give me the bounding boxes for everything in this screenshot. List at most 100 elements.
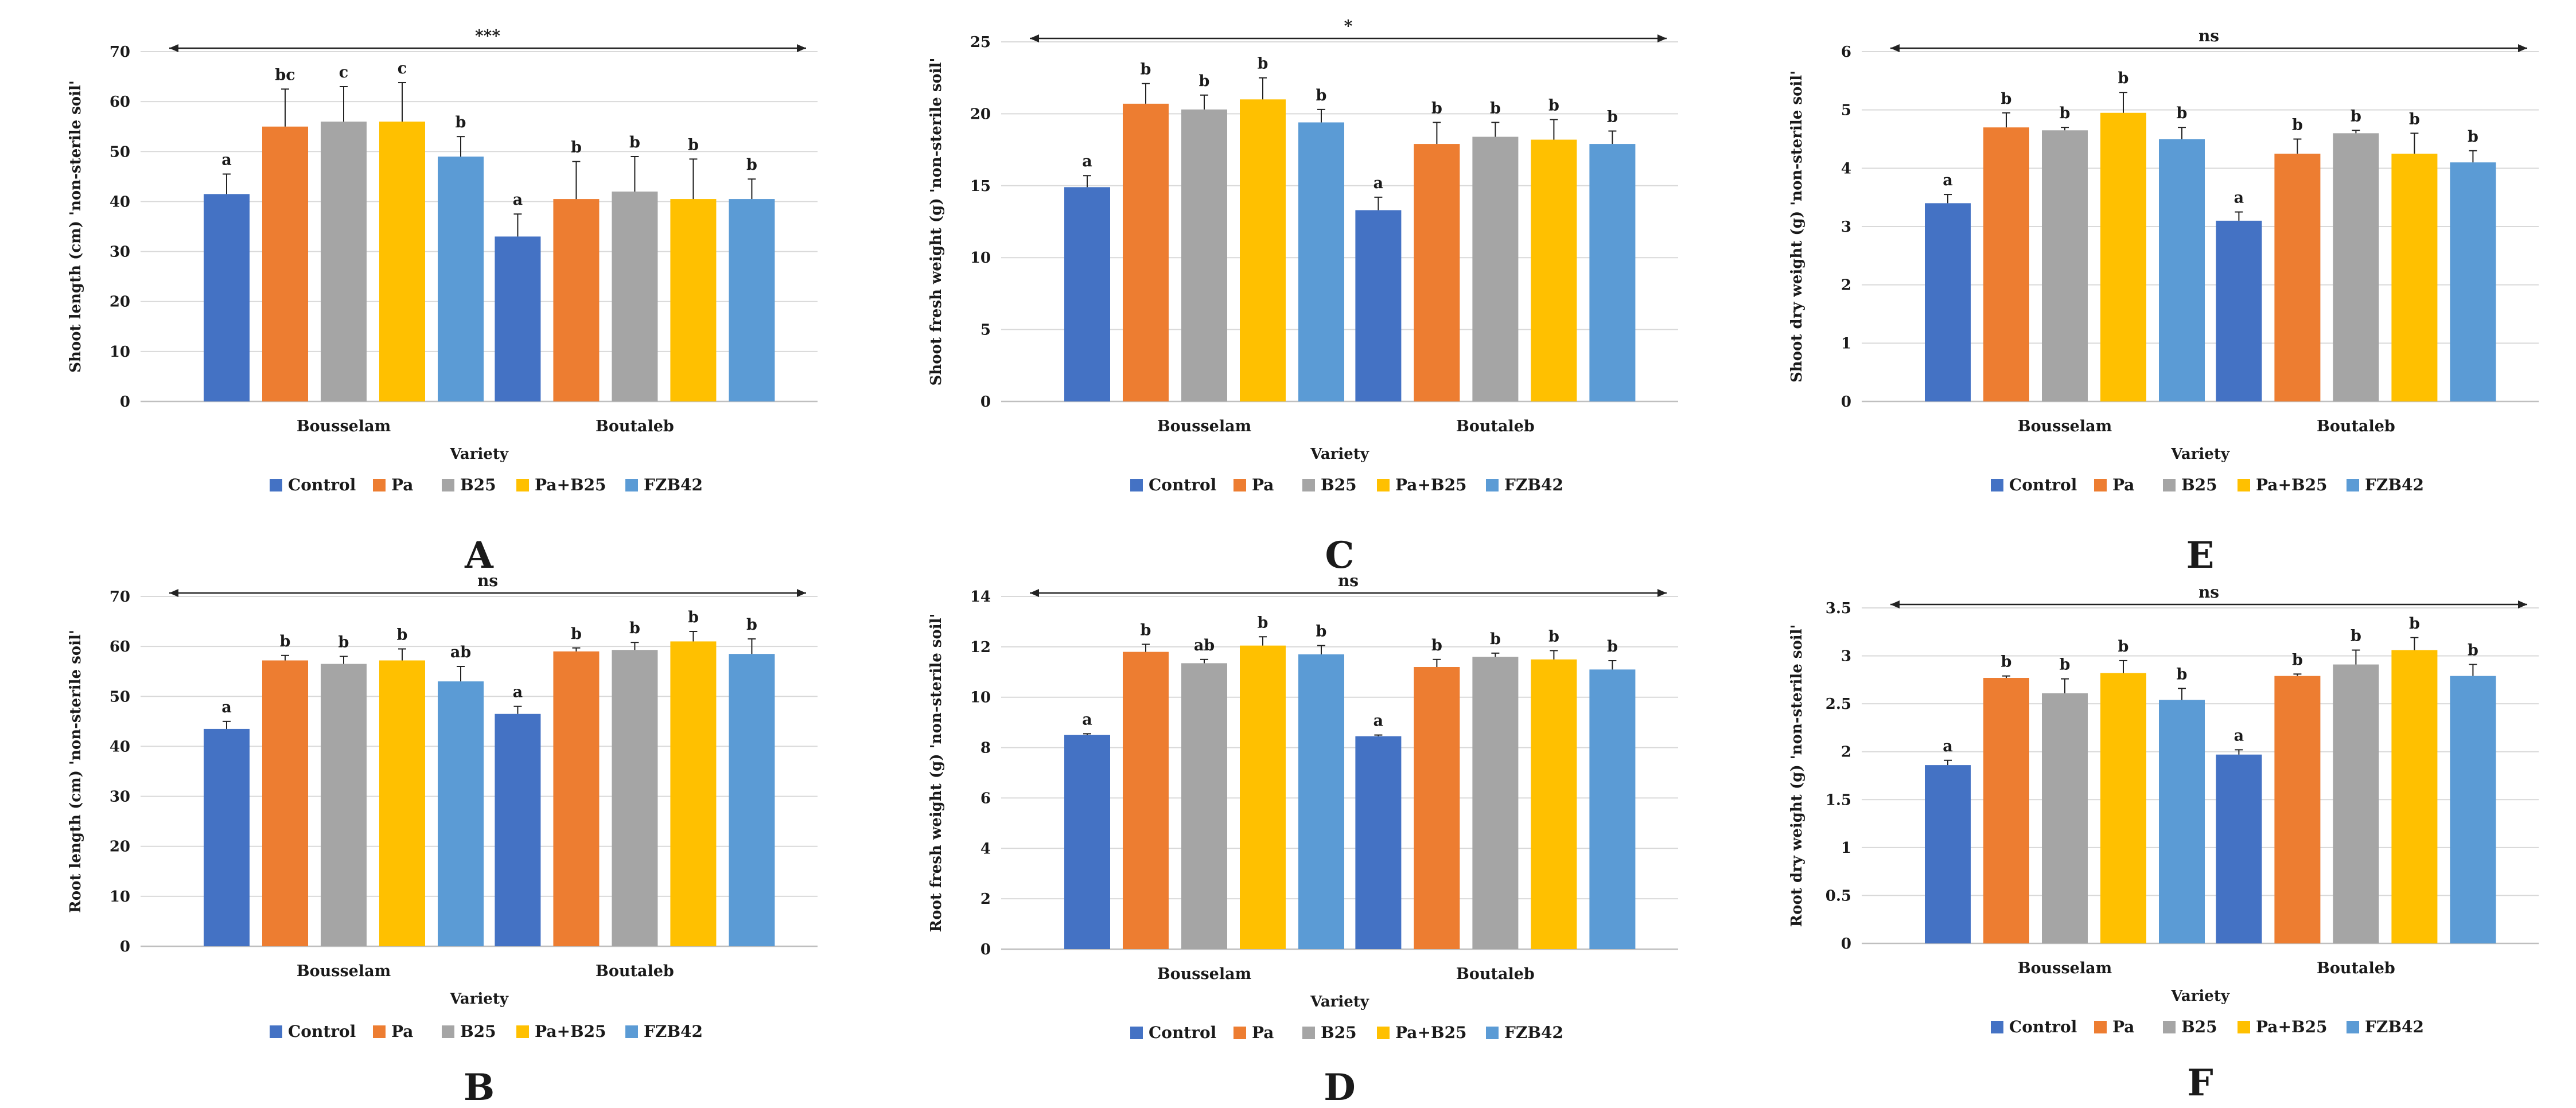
arrow-head-right [797, 589, 806, 597]
panel-label: F [2187, 1062, 2213, 1105]
legend-label: FZB42 [644, 1022, 703, 1041]
y-tick-label: 60 [110, 93, 130, 111]
legend-swatch [2238, 479, 2250, 491]
significance-label: *** [475, 26, 500, 45]
significance-letter: b [1141, 621, 1151, 639]
legend-swatch [1302, 479, 1315, 491]
significance-letter: b [2292, 116, 2303, 134]
y-tick-label: 10 [110, 344, 130, 361]
arrow-head-left [169, 44, 178, 52]
legend-label: Pa+B25 [2256, 475, 2328, 494]
y-tick-label: 10 [970, 249, 991, 267]
bar [670, 641, 717, 946]
legend-label: Control [288, 475, 356, 494]
significance-letter: b [2468, 642, 2478, 660]
legend-swatch [516, 1025, 529, 1038]
bar [262, 660, 308, 946]
y-tick-label: 50 [110, 688, 130, 705]
legend-label: Pa [1252, 1023, 1274, 1042]
significance-letter: b [2409, 615, 2420, 633]
significance-letter: b [746, 616, 757, 634]
significance-letter: a [1373, 712, 1384, 730]
significance-letter: a [1943, 171, 1953, 189]
y-tick-label: 70 [110, 44, 130, 61]
bar [2391, 650, 2438, 943]
significance-letter: b [1548, 627, 1559, 645]
y-tick-label: 5 [1841, 102, 1851, 119]
significance-letter: a [513, 191, 523, 209]
arrow-head-right [2518, 44, 2527, 52]
legend-swatch [516, 479, 529, 491]
legend-label: FZB42 [2365, 475, 2424, 494]
x-category-label: Bousselam [297, 962, 391, 980]
y-tick-label: 10 [970, 689, 991, 707]
significance-letter: b [2351, 627, 2361, 645]
bar [1123, 651, 1169, 949]
significance-letter: ab [450, 643, 471, 661]
significance-label: ns [2198, 26, 2219, 45]
bar [1589, 144, 1636, 401]
y-tick-label: 25 [970, 34, 991, 51]
bar [379, 660, 425, 946]
legend-swatch [1991, 1021, 2003, 1033]
bar [204, 728, 250, 946]
significance-letter: b [2177, 665, 2188, 683]
chart-b: 0 10 20 30 40 50 60 70 Root length (cm) 'non-ste… [67, 571, 818, 1108]
bar [1240, 645, 1286, 949]
bar [321, 664, 367, 946]
legend-swatch [2238, 1021, 2250, 1033]
y-tick-label: 12 [970, 639, 991, 656]
y-tick-label: 0 [1841, 935, 1851, 953]
y-tick-label: 1 [1841, 840, 1851, 857]
legend-swatch [2094, 1021, 2107, 1033]
legend-label: Pa [391, 1022, 413, 1041]
bar [2450, 676, 2496, 943]
legend-label: Pa+B25 [2256, 1017, 2328, 1036]
y-tick-label: 30 [110, 789, 130, 806]
legend-swatch [1377, 1027, 1390, 1039]
legend-label: Control [2009, 1017, 2077, 1036]
legend-swatch [1991, 479, 2003, 491]
panel-label: B [464, 1066, 495, 1108]
bar [2100, 112, 2146, 401]
legend-swatch [625, 1025, 638, 1038]
bar [2159, 700, 2205, 943]
bar [1983, 127, 2029, 401]
arrow-head-right [797, 44, 806, 52]
significance-letter: b [338, 634, 349, 651]
significance-letter: b [2177, 104, 2188, 122]
y-axis-title: Shoot length (cm) 'non-sterile soil' [67, 80, 84, 373]
bar [2450, 162, 2496, 401]
y-tick-label: 0 [120, 938, 130, 955]
y-tick-label: 30 [110, 244, 130, 261]
x-category-label: Bousselam [1157, 418, 1251, 435]
significance-letter: b [2292, 651, 2303, 669]
legend-swatch [1486, 1027, 1499, 1039]
x-category-label: Bousselam [2018, 959, 2112, 977]
bar [1589, 669, 1636, 949]
bar [1355, 736, 1402, 949]
arrow-head-left [1890, 600, 1900, 608]
significance-letter: b [2060, 656, 2071, 674]
y-tick-label: 40 [110, 738, 130, 755]
bar [2159, 139, 2205, 401]
legend-swatch [2163, 1021, 2176, 1033]
legend-swatch [2163, 479, 2176, 491]
bar [495, 236, 541, 401]
x-axis-title: Variety [449, 990, 509, 1008]
legend-label: Control [288, 1022, 356, 1041]
y-tick-label: 20 [110, 294, 130, 311]
x-axis-title: Variety [449, 446, 509, 463]
y-tick-label: 3 [1841, 648, 1851, 665]
significance-letter: b [746, 156, 757, 174]
significance-letter: a [1082, 711, 1092, 728]
significance-letter: b [629, 619, 640, 637]
legend-label: B25 [2181, 1017, 2217, 1036]
y-tick-label: 6 [1841, 44, 1851, 61]
legend-swatch [1302, 1027, 1315, 1039]
significance-letter: b [1141, 61, 1151, 79]
bar [729, 199, 775, 401]
legend-swatch [373, 479, 386, 491]
y-axis-title: Root dry weight (g) 'non-sterile soil' [1788, 625, 1805, 927]
significance-letter: a [221, 151, 232, 169]
